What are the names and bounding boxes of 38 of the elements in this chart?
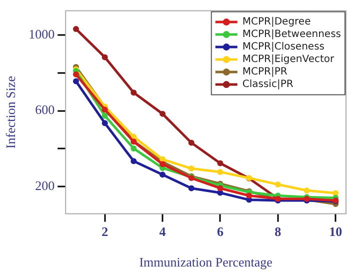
x-tick-label: 8 [274,224,282,239]
point [160,161,166,168]
point [72,26,79,32]
point [217,168,224,175]
point [188,140,194,146]
legend-label: MCPR|Betweenness [242,29,341,40]
x-tick-label: 10 [329,224,342,239]
point [102,106,108,113]
point [274,181,281,188]
legend-label: Classic|PR [242,79,294,90]
point [304,188,310,194]
x-tick-label: 2 [102,224,108,239]
point [72,78,79,84]
point [130,145,137,152]
legend-label: MCPR|Closeness [242,42,324,53]
x-axis-title: Immunization Percentage [139,254,273,270]
point [217,160,224,166]
point [130,158,137,164]
legend-label: MCPR|Degree [242,16,311,28]
point [72,71,79,78]
y-tick-label: 600 [35,102,55,118]
y-axis-title: Infection Size [3,76,18,149]
point [160,172,166,178]
point [102,112,108,119]
point [217,185,224,192]
point [102,120,108,126]
legend-label: MCPR|PR [242,66,288,78]
x-tick-label: 6 [216,224,224,239]
y-tick-label: 200 [35,178,55,193]
point [188,185,194,192]
y-tick-label: 1000 [28,26,55,42]
legend-label: MCPR|EigenVector [242,54,336,66]
x-tick-label: 4 [159,224,166,239]
point [188,166,194,172]
point [130,90,137,96]
point [246,192,252,199]
point [102,54,108,60]
point [160,110,166,117]
